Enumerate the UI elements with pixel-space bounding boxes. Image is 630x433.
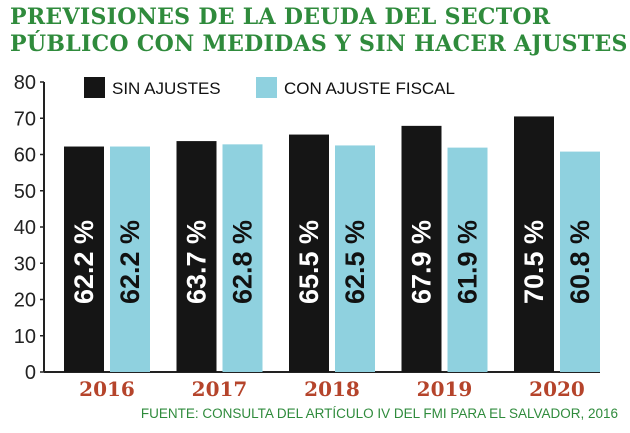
bar-value-label: 60.8 % bbox=[565, 220, 595, 304]
bar-value-label: 62.8 % bbox=[228, 220, 258, 304]
x-tick-label: 2020 bbox=[529, 377, 585, 401]
bar-sin-ajustes-2020 bbox=[514, 116, 554, 372]
source-note: FUENTE: CONSULTA DEL ARTÍCULO IV DEL FMI… bbox=[140, 406, 618, 421]
legend-label: CON AJUSTE FISCAL bbox=[284, 79, 455, 98]
y-tick-label: 20 bbox=[14, 290, 36, 312]
chart-title-line-2: PÚBLICO CON MEDIDAS Y SIN HACER AJUSTES bbox=[10, 31, 628, 57]
x-tick-label: 2019 bbox=[417, 377, 473, 401]
bar-sin-ajustes-2016 bbox=[64, 146, 104, 372]
legend: SIN AJUSTES CON AJUSTE FISCAL bbox=[84, 77, 455, 98]
bar-value-label: 62.2 % bbox=[115, 220, 145, 304]
y-tick-label: 50 bbox=[14, 181, 36, 203]
legend-swatch-con-ajuste bbox=[256, 77, 277, 98]
bar-labels: 62.2 % 62.2 % 63.7 % 62.8 % 65.5 % 62.5 % 67.9… bbox=[69, 220, 595, 304]
y-tick-label: 60 bbox=[14, 145, 36, 167]
bar-con-ajuste-2019 bbox=[447, 147, 488, 372]
x-tick-label: 2017 bbox=[192, 377, 248, 401]
bar-value-label: 62.2 % bbox=[69, 220, 99, 304]
legend-swatch-sin-ajustes bbox=[84, 77, 105, 98]
bar-con-ajuste-2018 bbox=[335, 145, 375, 372]
bar-value-label: 65.5 % bbox=[294, 220, 324, 304]
bar-value-label: 70.5 % bbox=[519, 220, 549, 304]
chart-title-line-1: PREVISIONES DE LA DEUDA DEL SECTOR bbox=[10, 4, 551, 30]
y-tick-label: 0 bbox=[25, 362, 36, 384]
bar-sin-ajustes-2019 bbox=[401, 125, 442, 372]
bar-con-ajuste-2017 bbox=[222, 144, 263, 372]
y-tick-label: 80 bbox=[14, 72, 36, 94]
bar-value-label: 67.9 % bbox=[407, 220, 437, 304]
bars bbox=[64, 116, 600, 372]
bar-sin-ajustes-2018 bbox=[289, 134, 329, 372]
y-axis: 0 10 20 30 40 50 60 70 80 bbox=[14, 72, 600, 384]
y-tick-label: 30 bbox=[14, 253, 36, 275]
bar-sin-ajustes-2017 bbox=[176, 141, 217, 372]
x-tick-label: 2018 bbox=[304, 377, 360, 401]
bar-con-ajuste-2016 bbox=[110, 146, 150, 372]
y-tick-label: 40 bbox=[14, 217, 36, 239]
bar-value-label: 63.7 % bbox=[182, 220, 212, 304]
chart-title: PREVISIONES DE LA DEUDA DEL SECTOR PÚBLI… bbox=[10, 4, 628, 58]
x-tick-label: 2016 bbox=[79, 377, 135, 401]
bar-con-ajuste-2020 bbox=[560, 151, 600, 372]
y-tick-label: 70 bbox=[14, 108, 36, 130]
legend-label: SIN AJUSTES bbox=[112, 79, 221, 98]
bar-value-label: 62.5 % bbox=[340, 220, 370, 304]
y-tick-label: 10 bbox=[14, 326, 36, 348]
bar-value-label: 61.9 % bbox=[453, 220, 483, 304]
x-axis-labels: 2016 2017 2018 2019 2020 bbox=[79, 377, 585, 401]
